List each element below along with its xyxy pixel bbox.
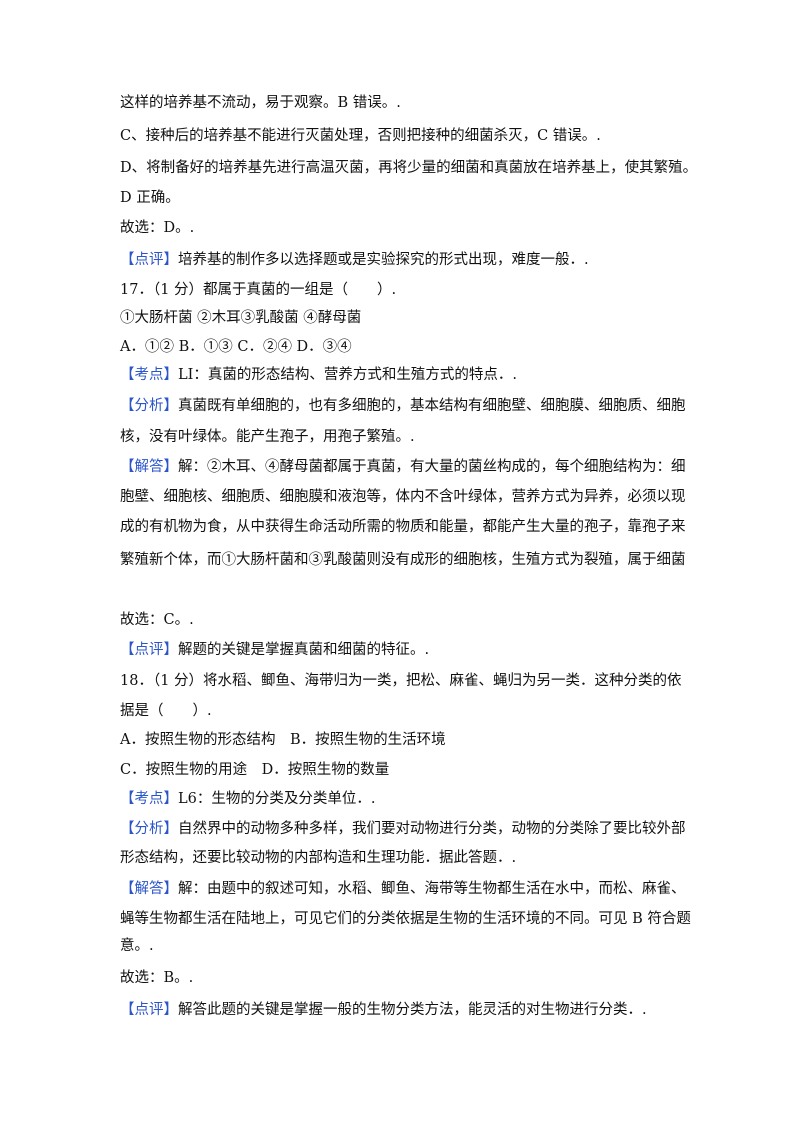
line-text: 故选：D。. xyxy=(120,220,195,236)
text-line: C、接种后的培养基不能进行灭菌处理，否则把接种的细菌杀灭，C 错误。. xyxy=(120,126,601,146)
text-line: 故选：C。. xyxy=(120,610,194,630)
line-text: 故选：B。. xyxy=(120,970,194,986)
line-text: 18．（1 分）将水稻、鲫鱼、海带归为一类，把松、麻雀、蝇归为另一类．这种分类的… xyxy=(120,673,682,689)
text-line: A．按照生物的形态结构 B．按照生物的生活环境 xyxy=(120,730,446,750)
text-line: 繁殖新个体，而①大肠杆菌和③乳酸菌则没有成形的细胞核，生殖方式为裂殖，属于细菌 xyxy=(120,550,686,570)
line-text: 核，没有叶绿体。能产生孢子，用孢子繁殖。. xyxy=(120,429,415,445)
text-line: 成的有机物为食，从中获得生命活动所需的物质和能量，都能产生大量的孢子，靠孢子来 xyxy=(120,517,686,537)
line-text: D 正确。 xyxy=(120,190,180,206)
section-tag: 【点评】 xyxy=(120,252,178,268)
text-line: 形态结构，还要比较动物的内部构造和生理功能．据此答题．. xyxy=(120,848,516,868)
text-line: 据是（ ）. xyxy=(120,701,212,721)
line-text: 形态结构，还要比较动物的内部构造和生理功能．据此答题．. xyxy=(120,850,517,866)
line-text: C、接种后的培养基不能进行灭菌处理，否则把接种的细菌杀灭，C 错误。. xyxy=(120,128,601,144)
line-text: 解题的关键是掌握真菌和细菌的特征。. xyxy=(178,642,430,658)
text-line: 【解答】解：②木耳、④酵母菌都属于真菌，有大量的菌丝构成的，每个细胞结构为：细 xyxy=(120,457,686,477)
line-text: 解：由题中的叙述可知，水稻、鲫鱼、海带等生物都生活在水中，而松、麻雀、 xyxy=(178,881,686,897)
text-line: 【分析】自然界中的动物多种多样，我们要对动物进行分类，动物的分类除了要比较外部 xyxy=(120,819,686,839)
line-text: 培养基的制作多以选择题或是实验探究的形式出现，难度一般．. xyxy=(178,252,589,268)
section-tag: 【分析】 xyxy=(120,398,178,414)
text-line: 【点评】培养基的制作多以选择题或是实验探究的形式出现，难度一般．. xyxy=(120,250,589,270)
section-tag: 【考点】 xyxy=(120,791,178,807)
line-text: 这样的培养基不流动，易于观察。B 错误。. xyxy=(120,95,401,111)
section-tag: 【解答】 xyxy=(120,459,178,475)
text-line: 【考点】L6：生物的分类及分类单位．. xyxy=(120,789,375,809)
text-line: 意。. xyxy=(120,936,154,956)
text-line: 18．（1 分）将水稻、鲫鱼、海带归为一类，把松、麻雀、蝇归为另一类．这种分类的… xyxy=(120,671,682,691)
text-line: 【解答】解：由题中的叙述可知，水稻、鲫鱼、海带等生物都生活在水中，而松、麻雀、 xyxy=(120,879,686,899)
text-line: 故选：B。. xyxy=(120,968,193,988)
text-line: 故选：D。. xyxy=(120,218,194,238)
line-text: 17．（1 分）都属于真菌的一组是（ ）. xyxy=(120,282,397,298)
line-text: ①大肠杆菌 ②木耳③乳酸菌 ④酵母菌 xyxy=(120,310,362,326)
line-text: 成的有机物为食，从中获得生命活动所需的物质和能量，都能产生大量的孢子，靠孢子来 xyxy=(120,519,686,535)
line-text: 繁殖新个体，而①大肠杆菌和③乳酸菌则没有成形的细胞核，生殖方式为裂殖，属于细菌 xyxy=(120,552,686,568)
section-tag: 【点评】 xyxy=(120,642,178,658)
section-tag: 【分析】 xyxy=(120,821,178,837)
section-tag: 【考点】 xyxy=(120,367,178,383)
line-text: 据是（ ）. xyxy=(120,703,212,719)
line-text: 解：②木耳、④酵母菌都属于真菌，有大量的菌丝构成的，每个细胞结构为：细 xyxy=(178,459,686,475)
text-line: 核，没有叶绿体。能产生孢子，用孢子繁殖。. xyxy=(120,427,415,447)
text-line: D、将制备好的培养基先进行高温灭菌，再将少量的细菌和真菌放在培养基上，使其繁殖。 xyxy=(120,158,697,178)
text-line: 胞壁、细胞核、细胞质、细胞膜和液泡等，体内不含叶绿体，营养方式为异养，必须以现 xyxy=(120,487,686,507)
text-line: C．按照生物的用途 D．按照生物的数量 xyxy=(120,760,389,780)
text-line: 17．（1 分）都属于真菌的一组是（ ）. xyxy=(120,280,396,300)
line-text: 蝇等生物都生活在陆地上，可见它们的分类依据是生物的生活环境的不同。可见 B 符合… xyxy=(120,911,691,927)
section-tag: 【点评】 xyxy=(120,1002,178,1018)
section-tag: 【解答】 xyxy=(120,881,178,897)
line-text: 胞壁、细胞核、细胞质、细胞膜和液泡等，体内不含叶绿体，营养方式为异养，必须以现 xyxy=(120,489,686,505)
line-text: 故选：C。. xyxy=(120,612,194,628)
line-text: 真菌既有单细胞的，也有多细胞的，基本结构有细胞壁、细胞膜、细胞质、细胞 xyxy=(178,398,686,414)
line-text: 自然界中的动物多种多样，我们要对动物进行分类，动物的分类除了要比较外部 xyxy=(178,821,686,837)
text-line: 【点评】解答此题的关键是掌握一般的生物分类方法，能灵活的对生物进行分类．. xyxy=(120,1000,647,1020)
line-text: 解答此题的关键是掌握一般的生物分类方法，能灵活的对生物进行分类．. xyxy=(178,1002,647,1018)
line-text: D、将制备好的培养基先进行高温灭菌，再将少量的细菌和真菌放在培养基上，使其繁殖。 xyxy=(120,160,698,176)
line-text: LI：真菌的形态结构、营养方式和生殖方式的特点．. xyxy=(178,367,517,383)
text-line: 【考点】LI：真菌的形态结构、营养方式和生殖方式的特点．. xyxy=(120,365,517,385)
line-text: A．按照生物的形态结构 B．按照生物的生活环境 xyxy=(120,732,446,748)
line-text: C．按照生物的用途 D．按照生物的数量 xyxy=(120,762,390,778)
text-line: A．①② B．①③ C．②④ D．③④ xyxy=(120,337,352,357)
line-text: 意。. xyxy=(120,938,154,954)
text-line: 这样的培养基不流动，易于观察。B 错误。. xyxy=(120,93,401,113)
text-line: ①大肠杆菌 ②木耳③乳酸菌 ④酵母菌 xyxy=(120,308,361,328)
text-line: D 正确。 xyxy=(120,188,180,208)
text-line: 蝇等生物都生活在陆地上，可见它们的分类依据是生物的生活环境的不同。可见 B 符合… xyxy=(120,909,691,929)
text-line: 【分析】真菌既有单细胞的，也有多细胞的，基本结构有细胞壁、细胞膜、细胞质、细胞 xyxy=(120,396,686,416)
line-text: L6：生物的分类及分类单位．. xyxy=(178,791,376,807)
text-line: 【点评】解题的关键是掌握真菌和细菌的特征。. xyxy=(120,640,429,660)
line-text: A．①② B．①③ C．②④ D．③④ xyxy=(120,339,352,355)
